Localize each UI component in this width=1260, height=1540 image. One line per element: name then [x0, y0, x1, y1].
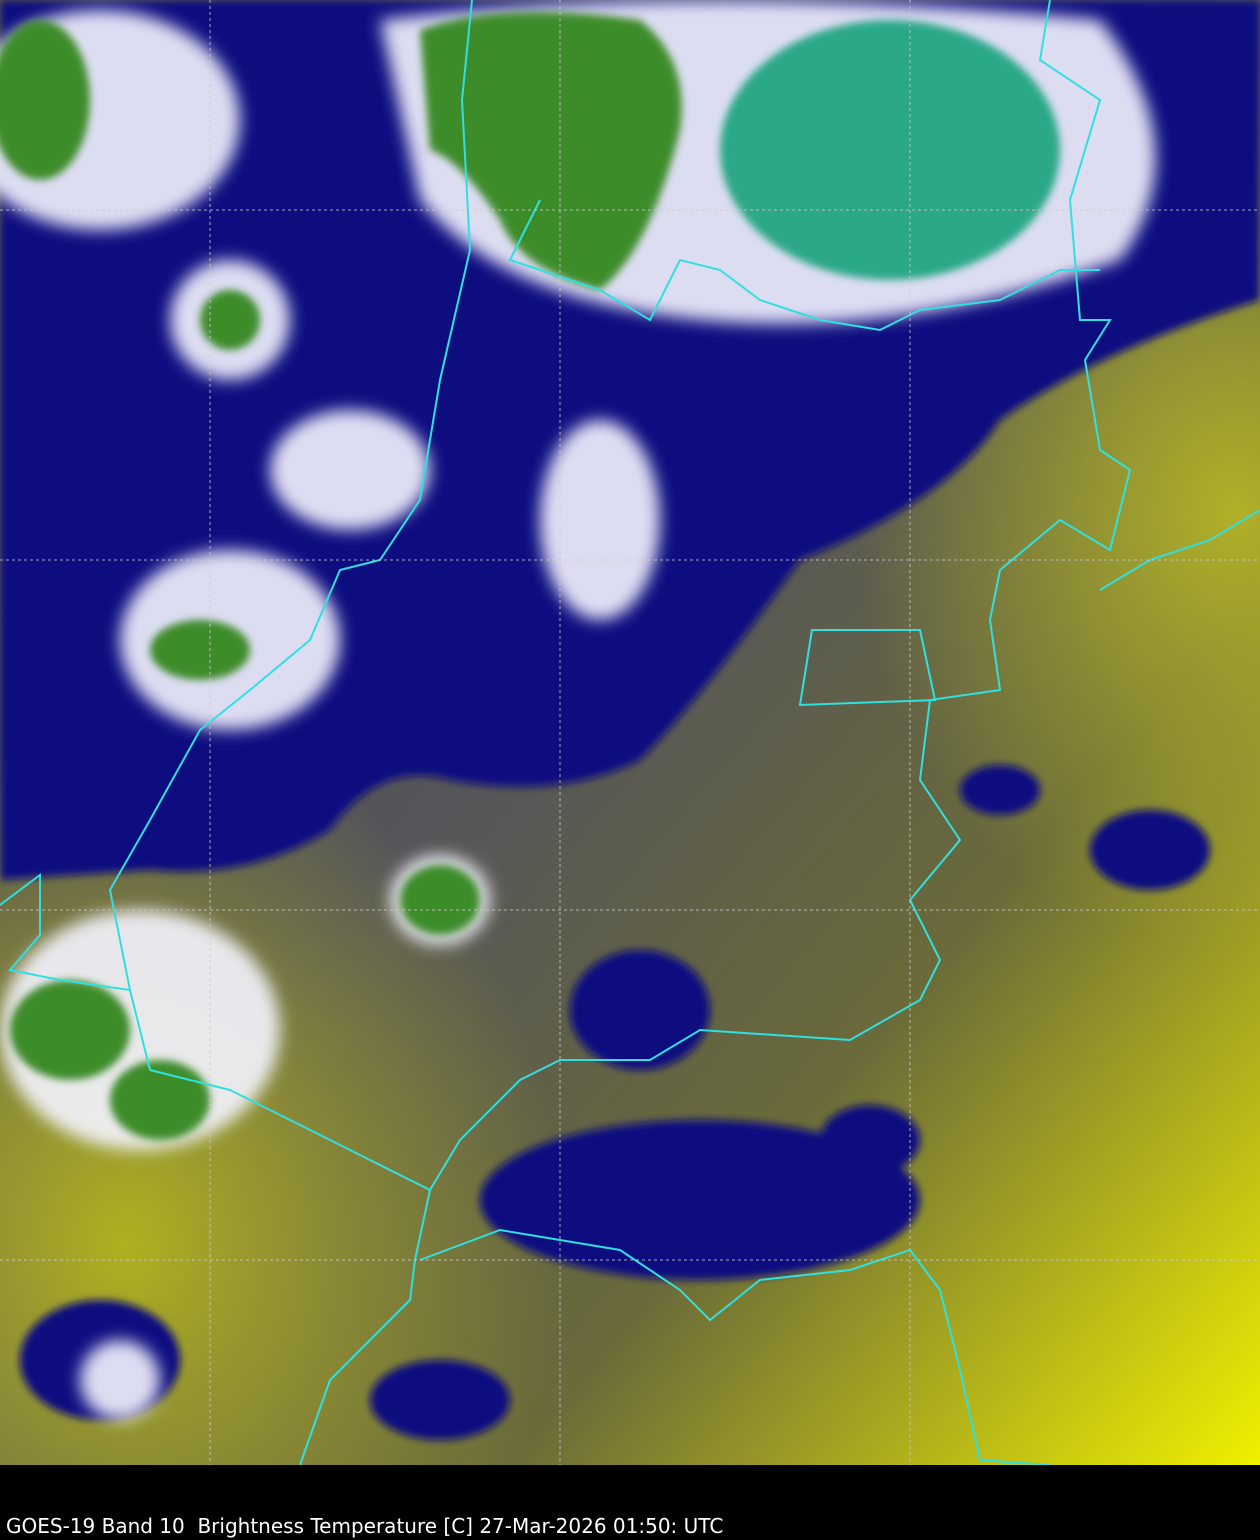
- image-caption: GOES-19 Band 10 Brightness Temperature […: [6, 1514, 724, 1538]
- country-borders: [0, 0, 1260, 1465]
- cloud-layer-green: [0, 12, 1060, 1140]
- satellite-image: [0, 0, 1260, 1465]
- graticule: [0, 0, 1260, 1465]
